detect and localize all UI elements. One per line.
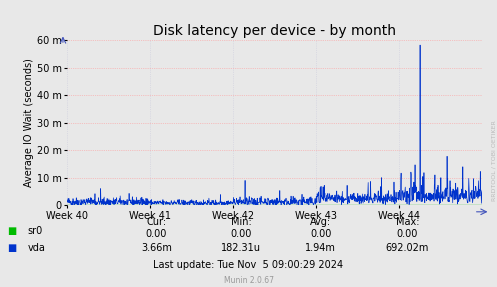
Text: ■: ■ <box>7 226 17 236</box>
Text: Avg:: Avg: <box>310 218 331 227</box>
Text: Min:: Min: <box>231 218 251 227</box>
Text: 0.00: 0.00 <box>146 229 167 239</box>
Text: sr0: sr0 <box>27 226 43 236</box>
Y-axis label: Average IO Wait (seconds): Average IO Wait (seconds) <box>24 58 34 187</box>
Title: Disk latency per device - by month: Disk latency per device - by month <box>153 24 396 38</box>
Text: Max:: Max: <box>396 218 419 227</box>
Text: ■: ■ <box>7 243 17 253</box>
Text: 3.66m: 3.66m <box>141 243 172 253</box>
Text: 0.00: 0.00 <box>397 229 418 239</box>
Text: 0.00: 0.00 <box>230 229 252 239</box>
Text: Cur:: Cur: <box>147 218 166 227</box>
Text: 0.00: 0.00 <box>310 229 331 239</box>
Text: RRDTOOL / TOBI OETIKER: RRDTOOL / TOBI OETIKER <box>491 121 496 201</box>
Text: Last update: Tue Nov  5 09:00:29 2024: Last update: Tue Nov 5 09:00:29 2024 <box>154 261 343 270</box>
Text: 692.02m: 692.02m <box>386 243 429 253</box>
Text: Munin 2.0.67: Munin 2.0.67 <box>224 276 273 285</box>
Text: vda: vda <box>27 243 45 253</box>
Text: 1.94m: 1.94m <box>305 243 336 253</box>
Text: 182.31u: 182.31u <box>221 243 261 253</box>
